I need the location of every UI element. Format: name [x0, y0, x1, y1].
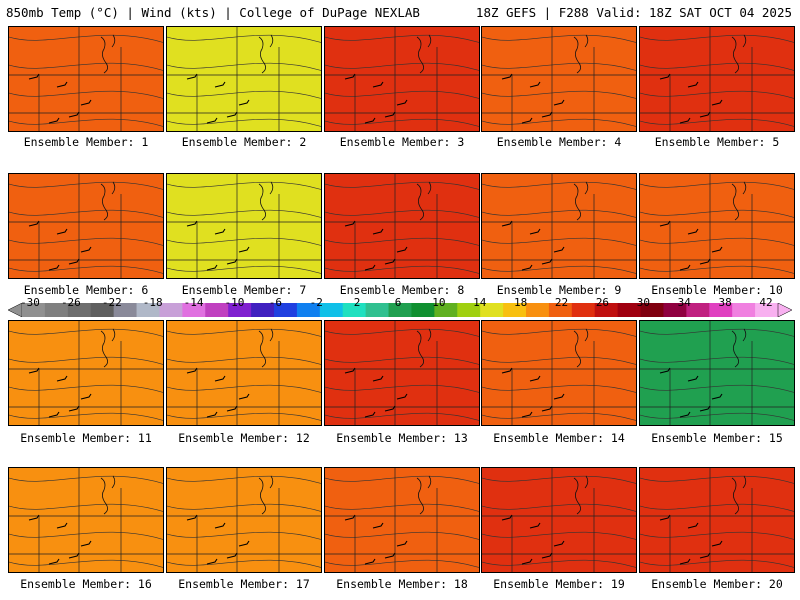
member-label: Ensemble Member: 18 [336, 577, 468, 591]
member-map-7 [166, 173, 322, 279]
member-label: Ensemble Member: 20 [651, 577, 783, 591]
colorbar-tick-label: -22 [101, 296, 122, 309]
colorbar-segment [732, 303, 756, 317]
member-label: Ensemble Member: 1 [23, 135, 149, 149]
colorbar-tick-label: 6 [394, 296, 402, 309]
colorbar-segment [159, 303, 183, 317]
member-label: Ensemble Member: 13 [336, 431, 468, 445]
colorbar-tick-label: 2 [353, 296, 361, 309]
run-valid-time: 18Z GEFS | F288 Valid: 18Z SAT OCT 04 20… [475, 5, 792, 20]
colorbar-segment [388, 303, 412, 317]
member-map-19 [481, 467, 637, 573]
member-label: Ensemble Member: 11 [20, 431, 152, 445]
temperature-colorbar [8, 303, 792, 317]
member-label: Ensemble Member: 2 [181, 135, 307, 149]
colorbar-segment [274, 303, 298, 317]
colorbar-tick-label: 42 [759, 296, 773, 309]
colorbar-segment [205, 303, 229, 317]
colorbar-segment [319, 303, 344, 317]
colorbar-high-arrow [777, 303, 792, 317]
colorbar-segment [617, 303, 642, 317]
colorbar-segment [22, 303, 46, 317]
colorbar-segment [411, 303, 435, 317]
member-map-4 [481, 26, 637, 132]
member-label: Ensemble Member: 17 [178, 577, 310, 591]
member-map-1 [8, 26, 164, 132]
colorbar-tick-label: 30 [636, 296, 650, 309]
member-map-14 [481, 320, 637, 426]
colorbar-tick-label: -18 [142, 296, 163, 309]
member-label: Ensemble Member: 10 [651, 283, 783, 297]
colorbar-tick-label: -10 [224, 296, 245, 309]
member-map-9 [481, 173, 637, 279]
member-label: Ensemble Member: 5 [654, 135, 780, 149]
colorbar-tick-label: -6 [268, 296, 282, 309]
colorbar-tick-label: -30 [20, 296, 40, 309]
colorbar-segment [136, 303, 160, 317]
member-label: Ensemble Member: 7 [181, 283, 307, 297]
member-label: Ensemble Member: 16 [20, 577, 152, 591]
colorbar-segment [228, 303, 252, 317]
member-label: Ensemble Member: 4 [496, 135, 622, 149]
colorbar-segment [90, 303, 115, 317]
member-label: Ensemble Member: 3 [339, 135, 465, 149]
colorbar-tick-label: 10 [432, 296, 446, 309]
colorbar-segment [44, 303, 69, 317]
colorbar-segment [182, 303, 206, 317]
colorbar-segment [434, 303, 458, 317]
chart-title: 850mb Temp (°C) | Wind (kts) | College o… [6, 5, 420, 20]
colorbar-tick-label: 18 [514, 296, 528, 309]
member-map-5 [639, 26, 795, 132]
member-label: Ensemble Member: 14 [493, 431, 625, 445]
colorbar-tick-label: 14 [473, 296, 487, 309]
member-label: Ensemble Member: 9 [496, 283, 622, 297]
colorbar-segment [755, 303, 779, 317]
member-map-8 [324, 173, 480, 279]
colorbar-segment [571, 303, 596, 317]
colorbar-tick-label: -26 [60, 296, 81, 309]
member-map-15 [639, 320, 795, 426]
colorbar-tick-label: 38 [718, 296, 732, 309]
member-label: Ensemble Member: 19 [493, 577, 625, 591]
colorbar-segment [640, 303, 664, 317]
colorbar-segment [342, 303, 367, 317]
member-map-10 [639, 173, 795, 279]
colorbar-segment [686, 303, 710, 317]
colorbar-segment [365, 303, 390, 317]
colorbar-segment [457, 303, 481, 317]
colorbar-segment [594, 303, 619, 317]
colorbar-segment [67, 303, 92, 317]
member-label: Ensemble Member: 8 [339, 283, 465, 297]
colorbar-segment [251, 303, 275, 317]
colorbar-segment [548, 303, 573, 317]
member-map-6 [8, 173, 164, 279]
member-map-13 [324, 320, 480, 426]
member-label: Ensemble Member: 6 [23, 283, 149, 297]
member-map-11 [8, 320, 164, 426]
colorbar-segment [296, 303, 321, 317]
member-map-2 [166, 26, 322, 132]
member-map-17 [166, 467, 322, 573]
colorbar-tick-label: -14 [183, 296, 204, 309]
colorbar-segment [663, 303, 687, 317]
member-map-12 [166, 320, 322, 426]
colorbar-tick-label: 22 [554, 296, 569, 309]
colorbar-segment [113, 303, 138, 317]
colorbar-segment [503, 303, 527, 317]
colorbar-segment [709, 303, 733, 317]
member-map-16 [8, 467, 164, 573]
colorbar-tick-label: 34 [677, 296, 691, 309]
colorbar-tick-label: -2 [309, 296, 323, 309]
colorbar-segment [480, 303, 504, 317]
colorbar-segment [526, 303, 550, 317]
member-map-3 [324, 26, 480, 132]
colorbar-tick-label: 26 [595, 296, 610, 309]
member-label: Ensemble Member: 15 [651, 431, 783, 445]
member-map-18 [324, 467, 480, 573]
member-label: Ensemble Member: 12 [178, 431, 310, 445]
member-map-20 [639, 467, 795, 573]
